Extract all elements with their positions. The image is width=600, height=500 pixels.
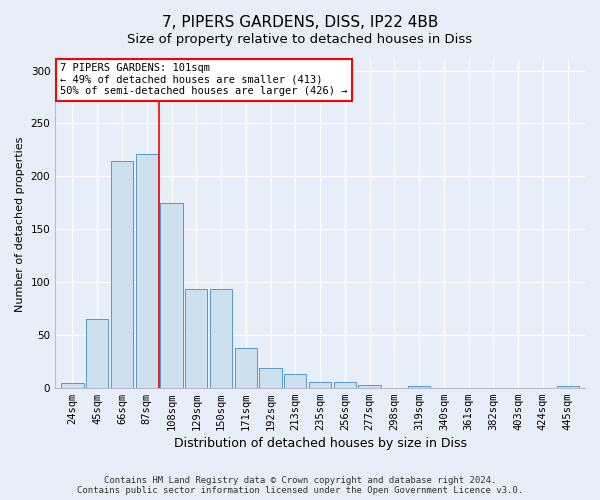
Bar [284,374,307,388]
Bar [185,290,208,388]
Bar [259,368,282,388]
Bar [358,384,381,388]
Bar [334,382,356,388]
Bar [309,382,331,388]
Bar [86,319,109,388]
X-axis label: Distribution of detached houses by size in Diss: Distribution of detached houses by size … [173,437,467,450]
Bar [160,202,182,388]
Bar [61,384,83,388]
Bar [557,386,579,388]
Bar [408,386,430,388]
Text: 7 PIPERS GARDENS: 101sqm
← 49% of detached houses are smaller (413)
50% of semi-: 7 PIPERS GARDENS: 101sqm ← 49% of detach… [61,64,348,96]
Text: Contains HM Land Registry data © Crown copyright and database right 2024.
Contai: Contains HM Land Registry data © Crown c… [77,476,523,495]
Bar [136,154,158,388]
Bar [210,290,232,388]
Text: 7, PIPERS GARDENS, DISS, IP22 4BB: 7, PIPERS GARDENS, DISS, IP22 4BB [162,15,438,30]
Text: Size of property relative to detached houses in Diss: Size of property relative to detached ho… [127,32,473,46]
Y-axis label: Number of detached properties: Number of detached properties [15,136,25,312]
Bar [111,162,133,388]
Bar [235,348,257,388]
